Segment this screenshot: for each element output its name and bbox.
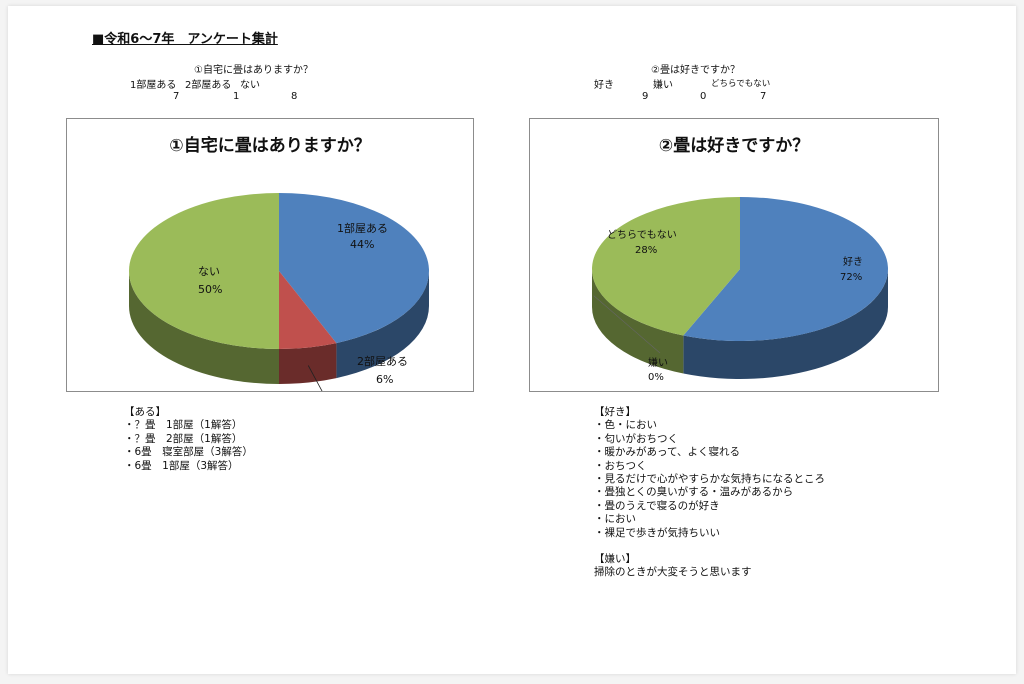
chart-2-label-pct-3: 28% [635, 245, 658, 256]
chart-1-slice-1 [279, 271, 337, 349]
q2-table-value-1: 9 [642, 91, 649, 102]
chart-2-slice-0 [683, 197, 888, 341]
q1-notes-header: 【ある】 [124, 406, 166, 418]
q1-notes-item: ・6畳 1部屋（3解答） [124, 459, 239, 472]
q2-notes-item: ・見るだけで心がやすらかな気持ちになるところ [594, 473, 825, 486]
chart-2-side-2 [592, 269, 684, 374]
q2-notes-item: ・畳独とくの臭いがする・温みがあるから [594, 486, 794, 499]
chart-1-leader-line [307, 365, 323, 391]
q1-table-value-1: 7 [173, 91, 180, 102]
q1-notes-item: ・？畳 2部屋（1解答） [124, 432, 243, 445]
chart-1-label-cat-2: 2部屋ある [357, 355, 408, 368]
chart-1-svg [129, 193, 430, 391]
q2-notes-item: ・おちつく [594, 459, 647, 472]
chart-2-svg [592, 197, 888, 379]
q2-notes-item: ・裸足で歩きが気持ちいい [594, 526, 720, 539]
page-title: ■令和6～7年 アンケート集計 [92, 32, 278, 47]
chart-2-slice-2 [592, 197, 740, 336]
chart-1-label-cat-1: 1部屋ある [337, 222, 388, 235]
chart-1-side-1 [279, 343, 337, 384]
q2-table-header-1: 好き [594, 80, 614, 91]
q2-notes-item: ・匂いがおちつく [594, 432, 678, 445]
q1-notes: 【ある】 ・？畳 1部屋（1解答） ・？畳 2部屋（1解答） ・6畳 寝室部屋（… [124, 406, 253, 473]
q1-table-header-1: 1部屋ある [130, 80, 177, 91]
chart-1-label-pct-1: 44% [350, 238, 375, 251]
q1-table-header-2: 2部屋ある [185, 80, 232, 91]
q2-notes-item: ・畳のうえで寝るのが好き [594, 499, 720, 512]
chart-2-label-pct-2: 0% [648, 372, 664, 383]
chart-1-label-pct-2: 6% [376, 373, 394, 386]
chart-1-side-2 [129, 271, 279, 384]
q2-notes-header: 【好き】 [594, 406, 636, 418]
chart-2-label-pct-1: 72% [840, 272, 863, 283]
q2-notes-item: ・暖かみがあって、よく寝れる [594, 446, 740, 459]
q2-table-value-2: 0 [700, 91, 707, 102]
document-page: ■令和6～7年 アンケート集計 ①自宅に畳はありますか？ 1部屋ある 2部屋ある… [8, 6, 1016, 674]
q2-dislike-header: 【嫌い】 [594, 553, 636, 566]
chart-2-leader-line [593, 295, 661, 354]
chart-1-label-pct-3: 50% [198, 283, 223, 296]
chart-1-label-cat-3: ない [198, 265, 220, 278]
q2-notes-item: ・色・におい [594, 419, 657, 432]
q2-notes-item: ・におい [594, 513, 636, 526]
q1-table-value-2: 1 [233, 91, 240, 102]
q1-notes-item: ・？畳 1部屋（1解答） [124, 419, 243, 432]
chart-1-box: ①自宅に畳はありますか？ 1部屋ある 44% 2部屋ある 6% ない 50% [66, 118, 474, 392]
chart-2-side-0 [683, 269, 888, 379]
q1-table-question: ①自宅に畳はありますか？ [194, 65, 313, 76]
q2-table-question: ②畳は好きですか？ [651, 65, 740, 76]
chart-1-title: ①自宅に畳はありますか？ [169, 136, 371, 156]
q1-table-value-3: 8 [291, 91, 298, 102]
q1-notes-item: ・6畳 寝室部屋（3解答） [124, 446, 253, 459]
q2-notes: 【好き】 ・色・におい ・匂いがおちつく ・暖かみがあって、よく寝れる ・おちつ… [594, 406, 825, 580]
chart-1-slice-2 [129, 193, 279, 349]
q2-dislike-item: 掃除のときが大変そうと思います [594, 566, 752, 579]
q2-table-value-3: 7 [760, 91, 767, 102]
notes-spacer [594, 540, 825, 553]
chart-1-side-0 [336, 271, 429, 379]
chart-2-title: ②畳は好きですか？ [658, 136, 810, 156]
q1-table-header-3: ない [240, 80, 260, 91]
q2-table-header-2: 嫌い [653, 80, 673, 91]
chart-2-box: ②畳は好きですか？ 好き 72% 嫌い 0% どちらでもない 28% [529, 118, 939, 392]
chart-1-slice-0 [279, 193, 430, 344]
q2-table-header-3: どちらでもない [711, 79, 771, 89]
chart-2-label-cat-2: 嫌い [648, 358, 668, 369]
chart-2-label-cat-1: 好き [843, 257, 863, 268]
chart-2-label-cat-3: どちらでもない [607, 230, 677, 241]
